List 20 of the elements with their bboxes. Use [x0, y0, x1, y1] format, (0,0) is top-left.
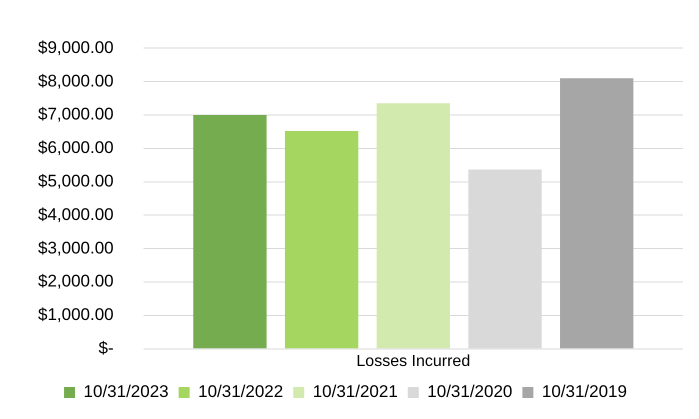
- bar: [560, 78, 634, 348]
- legend-label: 10/31/2020: [427, 382, 512, 402]
- y-tick-label: $5,000.00: [38, 171, 114, 190]
- y-tick-label: $4,000.00: [38, 204, 114, 224]
- bar: [284, 131, 358, 348]
- bar: [193, 115, 267, 348]
- x-tick-label: Losses Incurred: [356, 352, 470, 370]
- y-tick-label: $8,000.00: [38, 71, 114, 90]
- y-tick-label: $3,000.00: [38, 238, 114, 258]
- legend-label: 10/31/2021: [312, 382, 398, 402]
- legend-label: 10/31/2022: [198, 382, 284, 402]
- y-tick-label: $7,000.00: [38, 104, 114, 124]
- y-tick-label: $1,000.00: [38, 305, 114, 324]
- legend-label: 10/31/2019: [542, 382, 627, 402]
- y-tick-label: $9,000.00: [38, 38, 114, 57]
- bar: [376, 103, 450, 348]
- y-tick-label: $2,000.00: [38, 272, 114, 291]
- y-tick-label: $-: [98, 338, 114, 358]
- legend-label: 10/31/2023: [84, 382, 169, 402]
- y-tick-label: $6,000.00: [38, 138, 114, 158]
